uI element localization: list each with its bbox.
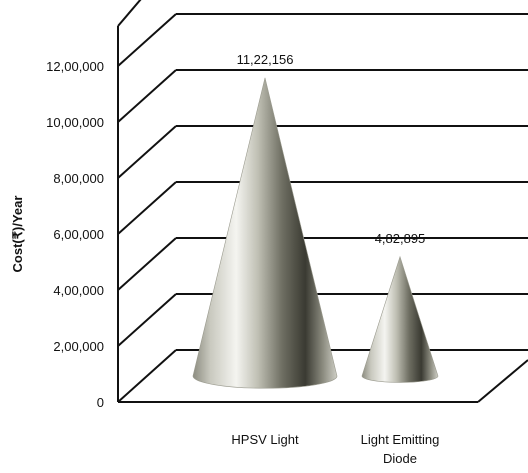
x-category-label: Light Emitting [361, 432, 440, 447]
y-tick-label: 6,00,000 [53, 227, 104, 242]
floor-right-edge [477, 359, 528, 403]
gridline-diagonal [117, 237, 177, 291]
gridline-diagonal [117, 69, 177, 123]
cone-bar [192, 77, 338, 389]
y-tick-label: 12,00,000 [46, 59, 104, 74]
floor-left-edge [117, 349, 177, 403]
cone-bar [361, 255, 439, 383]
x-category-label: Diode [383, 451, 417, 466]
gridlines [117, 0, 528, 351]
y-tick-label: 2,00,000 [53, 339, 104, 354]
y-axis-label: Cost(₹)/Year [10, 196, 25, 273]
y-tick-label: 10,00,000 [46, 115, 104, 130]
x-category-label: HPSV Light [231, 432, 299, 447]
gridline-diagonal [117, 125, 177, 179]
y-tick-label: 4,00,000 [53, 283, 104, 298]
category-labels: HPSV Light Light Emitting Diode [231, 432, 439, 466]
data-label: 4,82,895 [375, 231, 426, 246]
gridline-diagonal [117, 181, 177, 235]
cones [192, 77, 439, 389]
data-label: 11,22,156 [237, 52, 294, 67]
gridline-diagonal [117, 13, 177, 67]
axes [117, 26, 528, 403]
gridline-diagonal [117, 293, 177, 347]
y-tick-label: 0 [97, 395, 104, 410]
y-tick-label: 8,00,000 [53, 171, 104, 186]
data-labels: 11,22,156 4,82,895 [237, 52, 426, 246]
y-tick-labels: 0 2,00,000 4,00,000 6,00,000 8,00,000 10,00,0… [46, 59, 104, 410]
gridline-diagonal [117, 0, 142, 27]
